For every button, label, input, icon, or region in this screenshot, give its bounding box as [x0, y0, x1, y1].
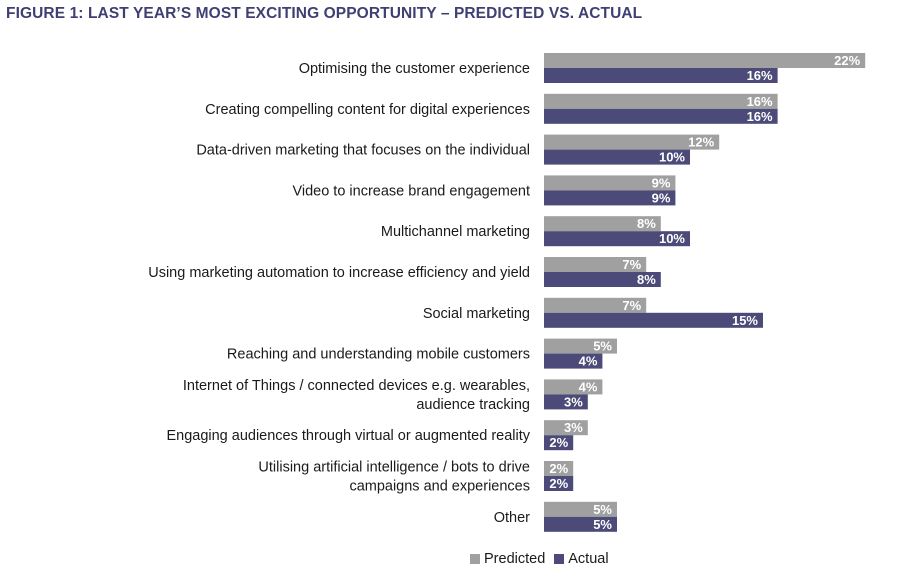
category-label-line: Engaging audiences through virtual or au…	[166, 428, 530, 444]
legend-item-predicted: Predicted	[470, 551, 545, 567]
value-label-actual: 8%	[637, 272, 656, 287]
bar-actual	[544, 312, 763, 328]
bar-actual	[544, 476, 574, 491]
chart-title: FIGURE 1: LAST YEAR’S MOST EXCITING OPPO…	[6, 5, 643, 22]
value-label-actual: 10%	[659, 150, 685, 165]
value-label-predicted: 22%	[834, 53, 860, 68]
category-label-line: audience tracking	[416, 397, 530, 413]
value-label-actual: 10%	[659, 231, 685, 246]
value-label-predicted: 5%	[593, 502, 612, 517]
category-label-line: Reaching and understanding mobile custom…	[227, 347, 530, 363]
category-label: Utilising artificial intelligence / bots…	[258, 460, 530, 495]
category-label-line: Social marketing	[423, 306, 530, 322]
bar-predicted	[544, 461, 574, 476]
category-label: Reaching and understanding mobile custom…	[227, 347, 530, 363]
value-label-predicted: 2%	[549, 461, 568, 476]
bar-actual	[544, 272, 661, 287]
category-label-line: Video to increase brand engagement	[292, 183, 530, 199]
value-label-predicted: 3%	[564, 420, 583, 435]
value-label-actual: 16%	[747, 109, 773, 124]
bar-actual	[544, 516, 617, 532]
value-label-predicted: 5%	[593, 339, 612, 354]
category-label: Internet of Things / connected devices e…	[183, 378, 530, 413]
value-label-predicted: 7%	[622, 298, 641, 313]
legend-label-actual: Actual	[568, 551, 609, 567]
bar-actual	[544, 108, 778, 124]
bar-predicted	[544, 175, 676, 191]
category-label-line: Utilising artificial intelligence / bots…	[258, 460, 530, 476]
category-label-line: Data-driven marketing that focuses on th…	[196, 143, 530, 159]
value-label-predicted: 12%	[688, 135, 714, 150]
category-label: Video to increase brand engagement	[292, 183, 530, 199]
bar-actual	[544, 435, 574, 451]
bar-predicted	[544, 420, 588, 436]
category-label-line: Other	[494, 510, 530, 526]
category-label: Optimising the customer experience	[299, 61, 530, 77]
bar-actual	[544, 190, 676, 206]
value-label-actual: 9%	[652, 190, 671, 205]
bar-predicted	[544, 53, 866, 68]
value-label-predicted: 7%	[622, 257, 641, 272]
category-label: Other	[494, 510, 530, 526]
category-label: Social marketing	[423, 306, 530, 322]
value-label-actual: 2%	[549, 435, 568, 450]
category-label-line: campaigns and experiences	[349, 479, 530, 495]
value-label-predicted: 4%	[579, 379, 598, 394]
value-label-actual: 16%	[747, 68, 773, 83]
bar-actual	[544, 353, 603, 369]
bar-predicted	[544, 297, 647, 313]
category-label: Engaging audiences through virtual or au…	[166, 428, 530, 444]
category-label-line: Internet of Things / connected devices e…	[183, 378, 530, 394]
category-label: Creating compelling content for digital …	[205, 102, 530, 118]
value-label-predicted: 16%	[747, 94, 773, 109]
category-label-line: Creating compelling content for digital …	[205, 102, 530, 118]
bar-actual	[544, 231, 690, 247]
category-label-line: Using marketing automation to increase e…	[148, 265, 530, 281]
category-label: Multichannel marketing	[381, 224, 530, 240]
legend-item-actual: Actual	[554, 551, 609, 567]
category-label: Data-driven marketing that focuses on th…	[196, 143, 530, 159]
bar-predicted	[544, 93, 778, 109]
legend-label-predicted: Predicted	[484, 551, 546, 567]
chart-legend: Predicted Actual	[470, 551, 618, 567]
value-label-actual: 4%	[579, 354, 598, 369]
bar-actual	[544, 149, 690, 165]
bar-predicted	[544, 501, 617, 517]
bar-actual	[544, 394, 588, 410]
category-label: Using marketing automation to increase e…	[148, 265, 530, 281]
value-label-predicted: 9%	[652, 175, 671, 190]
bar-predicted	[544, 379, 603, 395]
category-label-line: Multichannel marketing	[381, 224, 530, 240]
value-label-actual: 5%	[593, 517, 612, 532]
category-label-line: Optimising the customer experience	[299, 61, 530, 77]
value-label-actual: 2%	[549, 476, 568, 491]
bar-predicted	[544, 257, 647, 272]
bar-predicted	[544, 134, 720, 150]
bar-predicted	[544, 338, 617, 354]
value-label-actual: 15%	[732, 313, 758, 328]
bar-actual	[544, 68, 778, 83]
legend-swatch-predicted	[470, 554, 480, 564]
bar-predicted	[544, 216, 661, 232]
legend-swatch-actual	[554, 554, 565, 564]
value-label-predicted: 8%	[637, 216, 656, 231]
value-label-actual: 3%	[564, 394, 583, 409]
